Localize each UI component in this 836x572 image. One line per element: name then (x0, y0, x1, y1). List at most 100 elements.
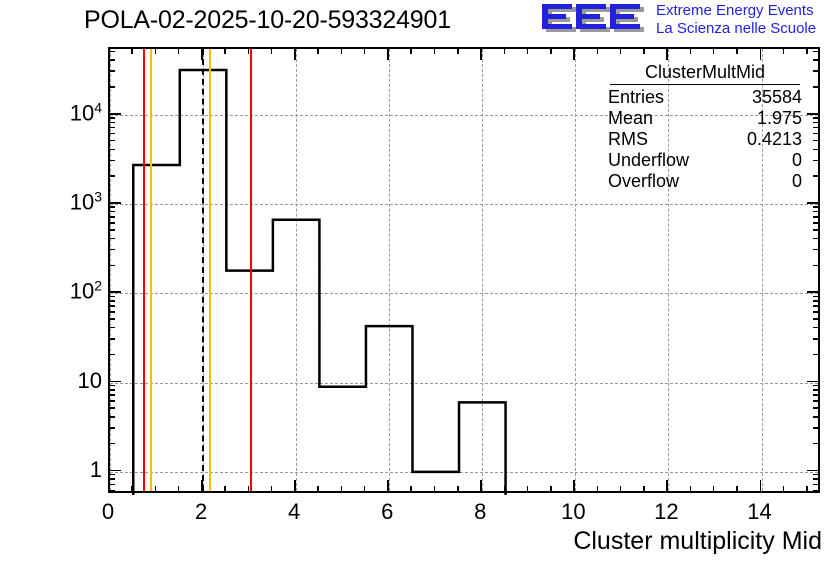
x-major-tick (480, 47, 482, 60)
y-gridline (110, 204, 818, 206)
y-minor-tick (813, 478, 820, 480)
y-major-tick (807, 469, 820, 472)
x-major-tick (573, 47, 575, 60)
x-minor-tick (177, 486, 180, 493)
x-minor-tick (154, 47, 157, 54)
stats-row-value: 0 (791, 171, 802, 191)
y-minor-tick (813, 442, 820, 445)
x-tick-label: 10 (561, 499, 586, 524)
y-minor-tick (108, 318, 115, 320)
y-minor-tick (108, 416, 115, 418)
y-minor-tick (813, 222, 820, 224)
y-minor-tick (813, 489, 820, 492)
x-minor-tick (270, 47, 273, 54)
y-tick-label: 104 (69, 99, 102, 126)
y-minor-tick (813, 210, 820, 213)
y-minor-tick (108, 70, 115, 72)
y-minor-tick (813, 394, 820, 396)
y-gridline (110, 115, 818, 117)
y-minor-tick (108, 311, 115, 313)
y-minor-tick (813, 300, 820, 302)
y-minor-tick (108, 407, 115, 409)
x-axis-title: Cluster multiplicity Mid (573, 527, 822, 555)
x-minor-tick (270, 486, 273, 493)
logo-line-2: La Scienza nelle Scuole (656, 20, 817, 37)
x-minor-tick (526, 486, 529, 493)
y-major-tick (807, 291, 820, 293)
marker-line-lower-red-cut (142, 49, 145, 491)
y-minor-tick (813, 159, 820, 162)
x-minor-tick (782, 47, 785, 54)
y-minor-tick (813, 473, 820, 476)
x-gridline (296, 49, 298, 491)
y-minor-tick (813, 248, 820, 251)
x-minor-tick (247, 486, 250, 493)
x-major-tick (294, 480, 296, 493)
x-minor-tick (340, 47, 343, 54)
x-minor-tick (131, 47, 133, 54)
y-minor-tick (813, 427, 820, 429)
x-minor-tick (806, 486, 808, 493)
x-gridline (110, 49, 111, 491)
x-minor-tick (457, 486, 459, 493)
y-minor-tick (813, 121, 820, 124)
x-minor-tick (410, 47, 412, 54)
y-minor-tick (108, 206, 115, 208)
stats-row-value: 1.975 (756, 108, 802, 128)
eee-logo-mark (542, 4, 644, 32)
eee-logo-text: Extreme Energy Events La Scienza nelle S… (656, 2, 816, 38)
x-major-tick (201, 480, 203, 493)
x-minor-tick (154, 486, 157, 493)
x-major-tick (387, 47, 389, 60)
x-tick-label: 6 (381, 499, 394, 524)
y-minor-tick (108, 295, 115, 298)
stats-row-key: Entries (608, 87, 665, 107)
y-major-tick (108, 469, 121, 472)
x-minor-tick (619, 47, 622, 54)
logo-line-1: Extreme Energy Events (656, 2, 814, 19)
x-major-tick (108, 480, 110, 493)
y-minor-tick (813, 326, 820, 329)
y-minor-tick (108, 229, 115, 231)
x-gridline (389, 49, 391, 491)
x-major-tick (759, 480, 761, 493)
stats-row-key: Mean (608, 108, 654, 128)
y-minor-tick (108, 264, 115, 267)
stats-box: ClusterMultMid Entries 35584 Mean 1.975 RMS 0… (602, 62, 808, 194)
y-minor-tick (108, 210, 115, 213)
marker-line-upper-orange-cut (209, 49, 212, 491)
x-minor-tick (177, 47, 180, 54)
x-minor-tick (410, 486, 412, 493)
stats-row: Underflow 0 (602, 150, 808, 171)
y-tick-label: 103 (69, 188, 102, 215)
y-gridline (110, 382, 818, 384)
y-minor-tick (813, 139, 820, 142)
x-tick-label: 8 (474, 499, 487, 524)
x-major-tick (666, 480, 668, 493)
y-gridline (110, 293, 818, 295)
x-major-tick (480, 480, 482, 493)
y-minor-tick (813, 50, 820, 53)
stats-row: RMS 0.4213 (602, 129, 808, 150)
x-minor-tick (224, 486, 226, 493)
x-major-tick (201, 47, 203, 60)
plot-frame (108, 47, 820, 495)
x-major-tick (666, 47, 668, 60)
x-minor-tick (317, 47, 319, 54)
x-minor-tick (712, 47, 715, 54)
y-minor-tick (813, 126, 820, 129)
y-minor-tick (813, 311, 820, 313)
y-minor-tick (108, 139, 115, 142)
y-minor-tick (108, 50, 115, 53)
x-minor-tick (596, 486, 599, 493)
y-minor-tick (813, 483, 820, 486)
y-minor-tick (813, 237, 820, 240)
y-minor-tick (813, 305, 820, 307)
stats-row-key: Overflow (608, 171, 680, 191)
y-gridline (110, 471, 818, 473)
y-minor-tick (108, 473, 115, 476)
y-minor-tick (813, 86, 820, 88)
y-minor-tick (108, 442, 115, 445)
stats-row: Overflow 0 (602, 171, 808, 192)
y-major-tick (108, 380, 121, 383)
